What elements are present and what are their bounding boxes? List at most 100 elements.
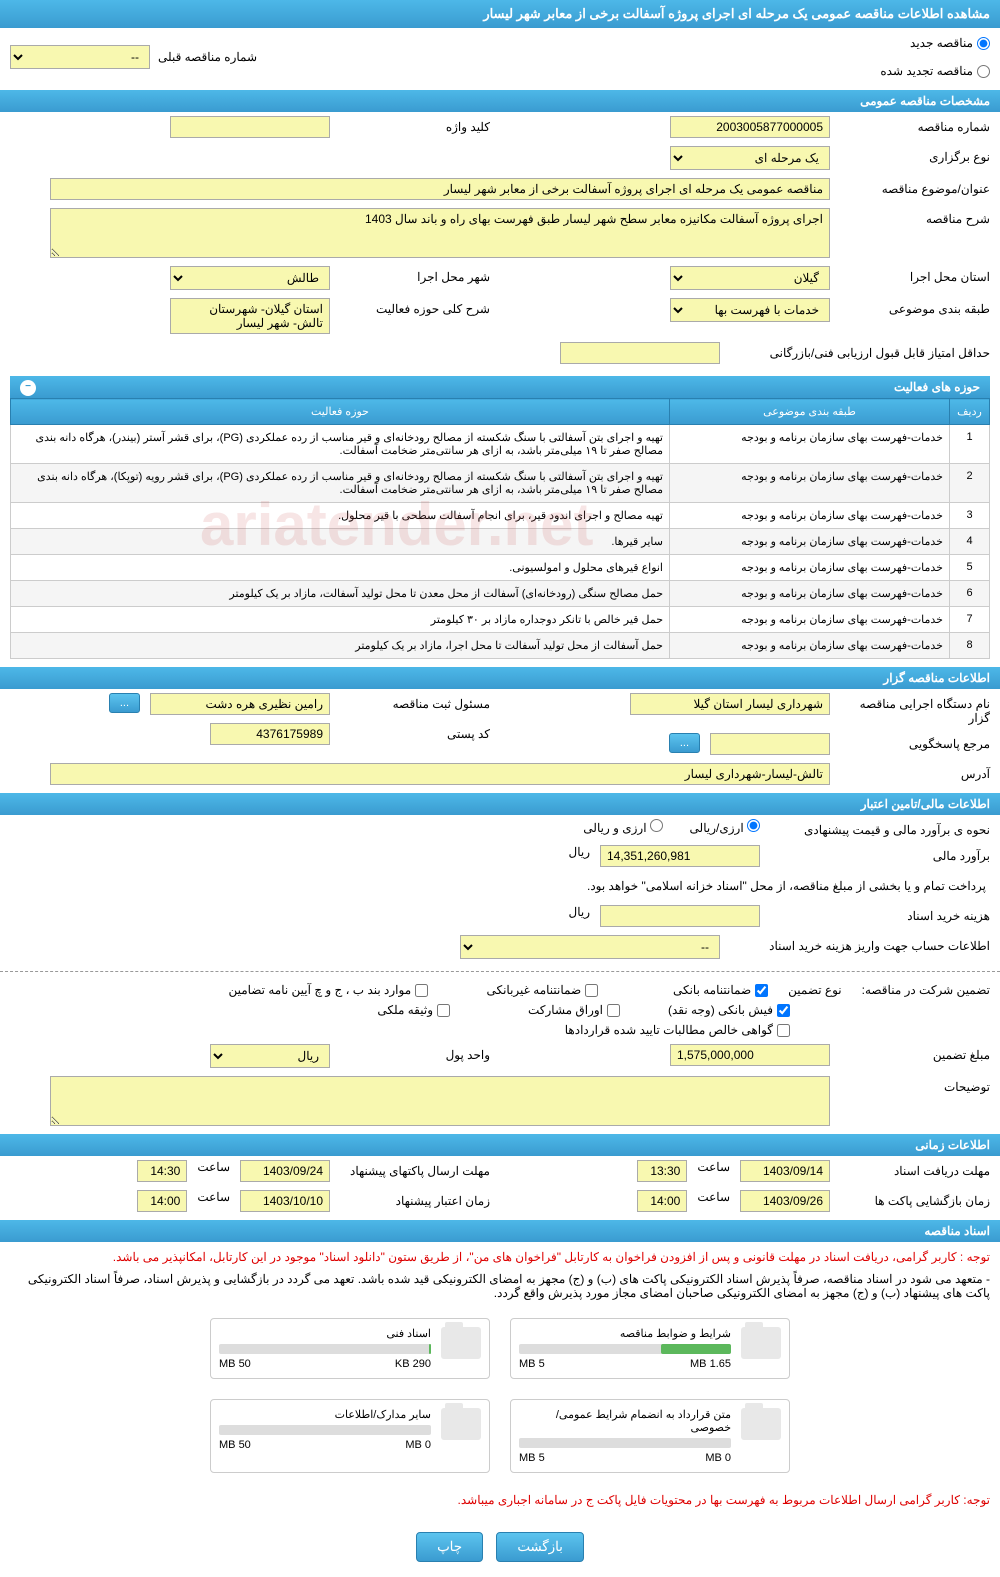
cb-items-label: موارد بند ب ، ج و چ آیین نامه تضامین [228, 983, 428, 997]
desc-label: شرح مناقصه [840, 208, 990, 226]
arzi-text: ارزی و ریالی [583, 821, 646, 835]
file4-size: 0 MB [405, 1439, 431, 1451]
reg-official-label: مسئول ثبت مناقصه [340, 693, 490, 711]
cb-bank-label: ضمانتنامه بانکی [618, 983, 768, 997]
file-box-2[interactable]: اسناد فنی 290 KB 50 MB [210, 1318, 490, 1379]
progress-bar [219, 1344, 431, 1354]
cb-nonbank[interactable] [585, 984, 598, 997]
account-select[interactable]: -- [460, 935, 720, 959]
estimate-rial: ریال [568, 845, 590, 859]
new-tender-radio-label: مناقصه جدید [880, 36, 990, 50]
type-select[interactable]: یک مرحله ای [670, 146, 830, 170]
tender-num-label: شماره مناقصه [840, 116, 990, 134]
file4-limit: 50 MB [219, 1439, 251, 1451]
section-timing: اطلاعات زمانی [0, 1134, 1000, 1156]
table-row: 6خدمات-فهرست بهای سازمان برنامه و بودجهح… [11, 581, 990, 607]
prev-num-label: شماره مناقصه قبلی [158, 50, 257, 64]
doc-receipt-date[interactable] [740, 1160, 830, 1182]
time-label-3: ساعت [197, 1160, 230, 1174]
section-activities: حوزه های فعالیت − [10, 376, 990, 398]
postal-label: کد پستی [340, 723, 490, 741]
folder-icon [441, 1408, 481, 1440]
notes-textarea[interactable] [50, 1076, 830, 1126]
validity-time[interactable] [137, 1190, 187, 1212]
currency-select[interactable]: ریال [210, 1044, 330, 1068]
renewed-tender-radio[interactable] [977, 65, 990, 78]
packet-send-label: مهلت ارسال پاکتهای پیشنهاد [340, 1160, 490, 1178]
file2-title: اسناد فنی [219, 1327, 431, 1340]
collapse-icon[interactable]: − [20, 380, 36, 396]
address-input[interactable] [50, 763, 830, 785]
packet-open-time[interactable] [637, 1190, 687, 1212]
section-tenderer: اطلاعات مناقصه گزار [0, 667, 1000, 689]
file4-title: سایر مدارک/اطلاعات [219, 1408, 431, 1421]
category-select[interactable]: خدمات با فهرست بها [670, 298, 830, 322]
riyali-radio[interactable] [747, 819, 760, 832]
postal-input[interactable] [210, 723, 330, 745]
file-box-4[interactable]: سایر مدارک/اطلاعات 0 MB 50 MB [210, 1399, 490, 1473]
reg-official-lookup-button[interactable]: ... [109, 693, 140, 713]
city-label: شهر محل اجرا [340, 266, 490, 284]
contact-lookup-button[interactable]: ... [669, 733, 700, 753]
section-docs: اسناد مناقصه [0, 1220, 1000, 1242]
file-box-1[interactable]: شرایط و ضوابط مناقصه 1.65 MB 5 MB [510, 1318, 790, 1379]
back-button[interactable]: بازگشت [496, 1532, 584, 1562]
cb-cert[interactable] [777, 1024, 790, 1037]
tender-num-input[interactable] [670, 116, 830, 138]
validity-label: زمان اعتبار پیشنهاد [340, 1190, 490, 1208]
guarantee-label: تضمین شرکت در مناقصه: [862, 983, 990, 997]
estimate-label: برآورد مالی [770, 845, 990, 863]
packet-send-date[interactable] [240, 1160, 330, 1182]
province-label: استان محل اجرا [840, 266, 990, 284]
packet-send-time[interactable] [137, 1160, 187, 1182]
file1-size: 1.65 MB [690, 1358, 731, 1370]
doc-cost-input[interactable] [600, 905, 760, 927]
cb-nonbank-label: ضمانتنامه غیربانکی [448, 983, 598, 997]
file3-size: 0 MB [705, 1452, 731, 1464]
packet-open-date[interactable] [740, 1190, 830, 1212]
doc-receipt-time[interactable] [637, 1160, 687, 1182]
bottom-buttons: بازگشت چاپ [0, 1517, 1000, 1577]
cb-items[interactable] [415, 984, 428, 997]
print-button[interactable]: چاپ [416, 1532, 483, 1562]
cb-bank[interactable] [755, 984, 768, 997]
province-select[interactable]: گیلان [670, 266, 830, 290]
file-box-3[interactable]: متن قرارداد به انضمام شرایط عمومی/خصوصی … [510, 1399, 790, 1473]
file1-title: شرایط و ضوابط مناقصه [519, 1327, 731, 1340]
notes-label: توضیحات [840, 1076, 990, 1094]
cb-cash-label: فیش بانکی (وجه نقد) [640, 1003, 790, 1017]
progress-bar [519, 1344, 731, 1354]
table-row: 4خدمات-فهرست بهای سازمان برنامه و بودجهس… [11, 529, 990, 555]
keyword-input[interactable] [170, 116, 330, 138]
title-input[interactable] [50, 178, 830, 200]
min-score-input[interactable] [560, 342, 720, 364]
prev-num-select[interactable]: -- [10, 45, 150, 69]
guarantee-amount-input[interactable] [670, 1044, 830, 1066]
contact-input[interactable] [710, 733, 830, 755]
cb-cash[interactable] [777, 1004, 790, 1017]
min-score-label: حداقل امتیاز قابل قبول ارزیابی فنی/بازرگ… [730, 342, 990, 360]
org-input[interactable] [630, 693, 830, 715]
type-label: نوع برگزاری [840, 146, 990, 164]
scope-box: استان گیلان- شهرستان تالش- شهر لیسار [170, 298, 330, 334]
file2-size: 290 KB [395, 1358, 431, 1370]
file-section-2: متن قرارداد به انضمام شرایط عمومی/خصوصی … [0, 1389, 1000, 1483]
new-tender-radio[interactable] [977, 37, 990, 50]
cb-bonds[interactable] [607, 1004, 620, 1017]
city-select[interactable]: طالش [170, 266, 330, 290]
table-row: 2خدمات-فهرست بهای سازمان برنامه و بودجهت… [11, 464, 990, 503]
estimate-input[interactable] [600, 845, 760, 867]
divider [0, 971, 1000, 972]
guarantee-amount-label: مبلغ تضمین [840, 1044, 990, 1062]
new-tender-text: مناقصه جدید [910, 36, 973, 50]
title-label: عنوان/موضوع مناقصه [840, 178, 990, 196]
cb-property[interactable] [437, 1004, 450, 1017]
reg-official-input[interactable] [150, 693, 330, 715]
file1-limit: 5 MB [519, 1358, 545, 1370]
page-title: مشاهده اطلاعات مناقصه عمومی یک مرحله ای … [0, 0, 1000, 28]
arzi-radio[interactable] [650, 819, 663, 832]
contact-label: مرجع پاسخگویی [840, 733, 990, 751]
validity-date[interactable] [240, 1190, 330, 1212]
folder-icon [441, 1327, 481, 1359]
desc-textarea[interactable] [50, 208, 830, 258]
